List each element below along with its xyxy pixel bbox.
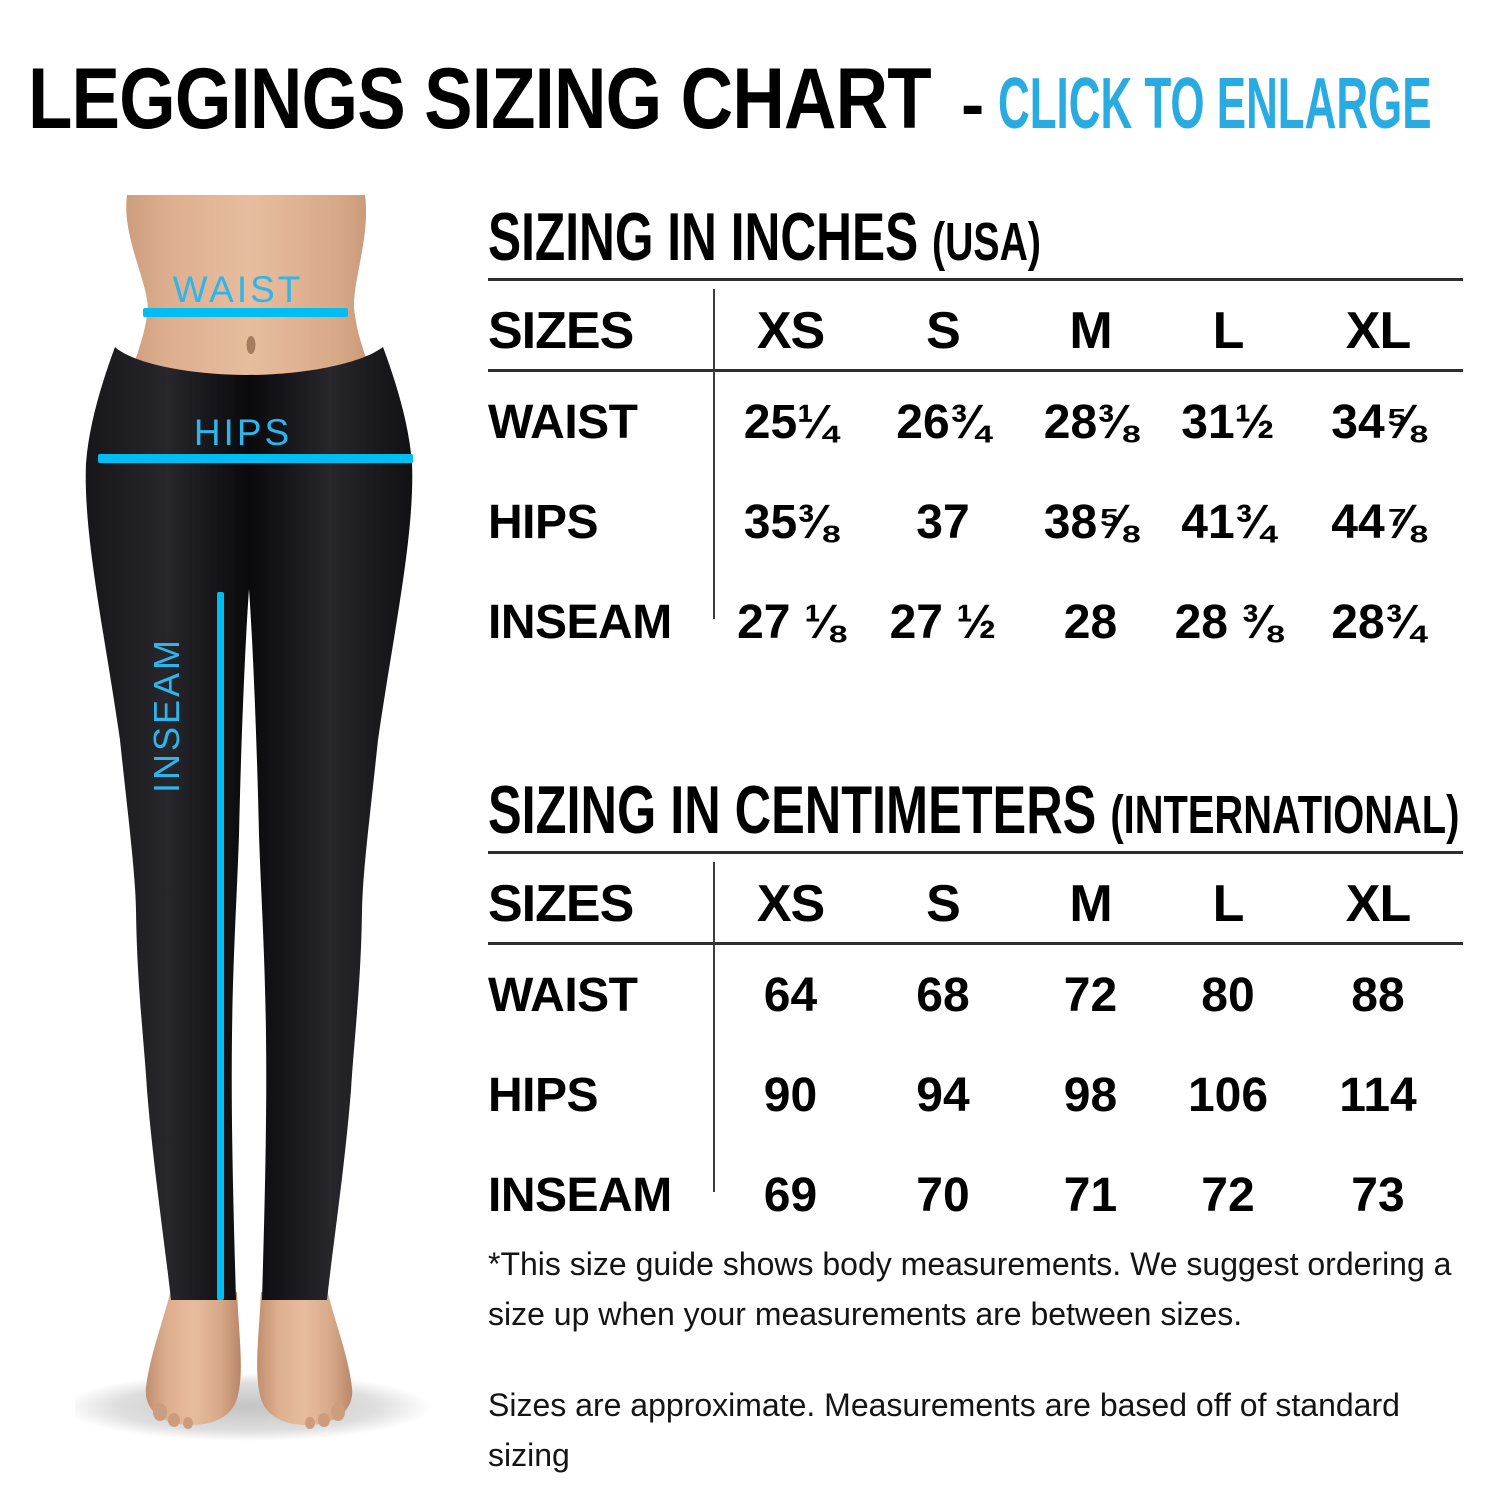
cm-header-xl: XL: [1293, 866, 1463, 945]
cm-waist-s: 68: [916, 968, 970, 1022]
inches-header-xl: XL: [1293, 293, 1463, 372]
cm-inseam-xs: 69: [763, 1168, 818, 1222]
inches-inseam-label: INSEAM: [488, 595, 672, 649]
table-row: HIPS 90 94 98 106 114: [488, 1045, 1463, 1145]
section-centimeters: SIZING IN CENTIMETERS (INTERNATIONAL) SI…: [488, 776, 1463, 1245]
cm-header-row: SIZES XS S M L XL: [488, 866, 1463, 945]
inches-hips-label: HIPS: [488, 495, 599, 549]
inches-waist-l: 31½: [1181, 395, 1275, 449]
cm-inseam-s: 70: [916, 1168, 970, 1222]
inches-waist-xs: 25¼: [743, 395, 838, 449]
cm-inseam-xl: 73: [1351, 1168, 1405, 1222]
inches-inseam-xl: 28¾: [1331, 595, 1425, 649]
cm-waist-xl: 88: [1351, 968, 1405, 1022]
hips-label: HIPS: [194, 412, 292, 453]
inches-header-sizes: SIZES: [488, 293, 713, 372]
cm-header-xs: XS: [713, 866, 868, 945]
cm-waist-m: 72: [1063, 968, 1118, 1022]
inseam-measure-line: [217, 592, 224, 1300]
inches-header-l: L: [1163, 293, 1293, 372]
inches-header-xs: XS: [713, 293, 868, 372]
tables-column: SIZING IN INCHES (USA) SIZES XS S M L XL: [488, 0, 1463, 1500]
inches-header-row: SIZES XS S M L XL: [488, 293, 1463, 372]
inches-title-rule: [488, 278, 1463, 281]
inches-hips-xl: 44⅞: [1331, 495, 1425, 549]
inches-waist-xl: 34⅝: [1331, 395, 1425, 449]
inches-inseam-s: 27 ½: [889, 595, 997, 649]
hips-measure-line: [98, 454, 413, 463]
cm-hips-s: 94: [916, 1068, 970, 1122]
table-row: HIPS 35⅜ 37 38⅝ 41¾ 44⅞: [488, 472, 1463, 572]
right-foot: [257, 1290, 353, 1426]
inches-hips-l: 41¾: [1181, 495, 1275, 549]
centimeters-table: SIZES XS S M L XL WAIST 64 68 72 80: [488, 866, 1463, 1245]
navel: [246, 336, 256, 354]
cm-column-divider: [713, 862, 715, 1192]
toes: [153, 1403, 345, 1429]
cm-title-rule: [488, 851, 1463, 854]
cm-waist-l: 80: [1201, 968, 1255, 1022]
inches-inseam-l: 28 ⅜: [1174, 595, 1282, 649]
cm-hips-xs: 90: [763, 1068, 818, 1122]
inches-section-title: SIZING IN INCHES (USA): [488, 199, 1041, 275]
waist-measure-line: [143, 308, 348, 317]
cm-inseam-label: INSEAM: [488, 1168, 672, 1222]
inseam-label: INSEAM: [146, 637, 187, 793]
inches-header-s: S: [868, 293, 1018, 372]
click-to-enlarge-link[interactable]: CLICK TO ENLARGE: [998, 64, 1432, 144]
cm-header-m: M: [1018, 866, 1163, 945]
cm-hips-m: 98: [1063, 1068, 1118, 1122]
inches-waist-s: 26¾: [896, 395, 990, 449]
footnotes: *This size guide shows body measurements…: [488, 1240, 1458, 1480]
cm-header-sizes: SIZES: [488, 866, 713, 945]
cm-waist-label: WAIST: [488, 968, 638, 1022]
cm-hips-l: 106: [1187, 1068, 1269, 1122]
approximate-note: Sizes are approximate. Measurements are …: [488, 1387, 1400, 1473]
inches-hips-s: 37: [916, 495, 970, 549]
cm-hips-label: HIPS: [488, 1068, 599, 1122]
cm-inseam-m: 71: [1063, 1168, 1118, 1222]
leggings-silhouette: [85, 347, 413, 1300]
cm-header-s: S: [868, 866, 1018, 945]
inches-waist-m: 28⅜: [1043, 395, 1138, 449]
table-row: WAIST 25¼ 26¾ 28⅜ 31½ 34⅝: [488, 371, 1463, 473]
waist-label: WAIST: [173, 269, 304, 310]
inches-hips-m: 38⅝: [1043, 495, 1138, 549]
cm-hips-xl: 114: [1339, 1068, 1417, 1122]
page-title-main: LEGGINGS SIZING CHART: [28, 51, 932, 147]
table-row: INSEAM 69 70 71 72 73: [488, 1145, 1463, 1245]
inches-hips-xs: 35⅜: [743, 495, 838, 549]
cm-inseam-l: 72: [1201, 1168, 1255, 1222]
title-separator: -: [961, 65, 985, 143]
inches-inseam-m: 28: [1063, 595, 1118, 649]
cm-waist-xs: 64: [763, 968, 818, 1022]
cm-header-l: L: [1163, 866, 1293, 945]
left-foot: [145, 1290, 241, 1426]
floor-shadow: [75, 1373, 432, 1441]
inches-column-divider: [713, 289, 715, 619]
cm-section-title: SIZING IN CENTIMETERS (INTERNATIONAL): [488, 772, 1460, 848]
size-guide-note: *This size guide shows body measurements…: [488, 1246, 1452, 1332]
inches-header-m: M: [1018, 293, 1163, 372]
page-title: LEGGINGS SIZING CHART - CLICK TO ENLARGE: [28, 51, 1434, 147]
section-inches: SIZING IN INCHES (USA) SIZES XS S M L XL: [488, 203, 1463, 672]
inches-table: SIZES XS S M L XL WAIST 25¼ 26¾ 28⅜ 31½: [488, 293, 1463, 672]
leggings-photo[interactable]: WAIST HIPS INSEAM: [75, 195, 475, 1445]
inches-waist-label: WAIST: [488, 395, 638, 449]
table-row: WAIST 64 68 72 80 88: [488, 944, 1463, 1046]
inches-inseam-xs: 27 ⅛: [737, 595, 844, 649]
table-row: INSEAM 27 ⅛ 27 ½ 28 28 ⅜ 28¾: [488, 572, 1463, 672]
